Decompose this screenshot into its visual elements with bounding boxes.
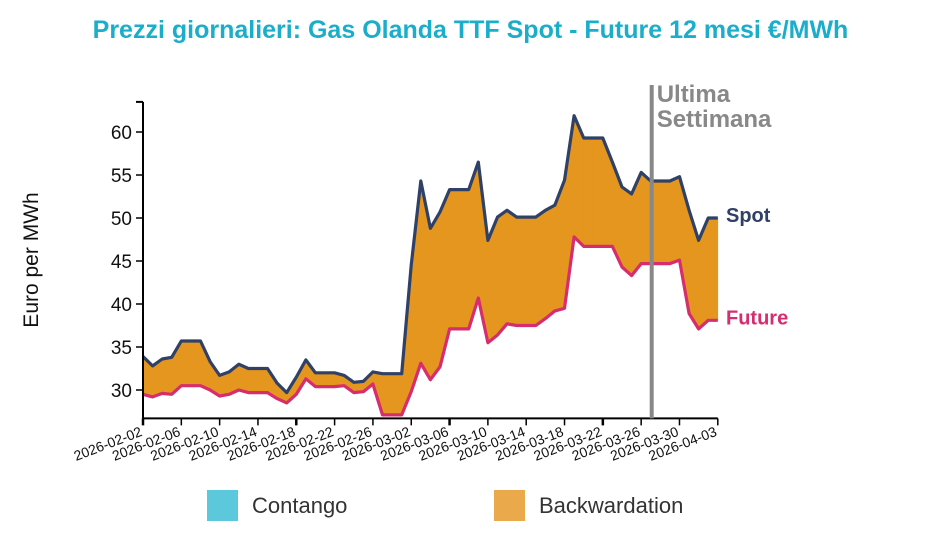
y-tick-label: 35: [111, 338, 132, 359]
backwardation-area: [161, 356, 173, 395]
backwardation-area: [545, 204, 556, 320]
last-week-label-line1: Ultima: [657, 81, 731, 108]
backwardation-area: [525, 216, 537, 326]
legend-swatch-contango: [207, 490, 238, 521]
legend-item-backwardation: Backwardation: [494, 490, 683, 521]
series-line-future: [142, 235, 718, 417]
legend-label-contango: Contango: [252, 492, 348, 518]
backwardation-area: [315, 372, 326, 387]
backwardation-area: [248, 368, 259, 393]
backwardation-area: [324, 372, 335, 387]
backwardation-area: [640, 171, 652, 264]
backwardation-area: [257, 368, 268, 393]
backwardation-area: [583, 137, 594, 247]
y-tick-label: 40: [111, 295, 132, 316]
y-tick-label: 60: [111, 123, 132, 144]
backwardation-area: [430, 210, 441, 381]
series-label-future: Future: [726, 307, 788, 329]
backwardation-area: [535, 209, 546, 327]
backwardation-area: [391, 373, 402, 416]
y-tick-label: 45: [111, 252, 132, 273]
y-axis-title: Euro per MWh: [20, 192, 43, 327]
legend-label-backwardation: Backwardation: [539, 492, 684, 518]
backwardation-area: [497, 209, 508, 336]
backwardation-area: [660, 180, 671, 264]
y-tick-label: 50: [111, 209, 132, 230]
backwardation-area: [449, 189, 460, 330]
backwardation-area: [592, 137, 604, 247]
legend-swatch-backwardation: [494, 490, 525, 521]
y-tick-label: 30: [111, 381, 132, 402]
y-tick-label: 55: [111, 166, 132, 187]
series-line-spot: [141, 114, 718, 395]
backwardation-area: [382, 373, 393, 416]
backwardation-area: [669, 176, 680, 265]
backwardation-area: [190, 340, 201, 387]
backwardation-area: [621, 186, 632, 277]
backwardation-area: [516, 216, 527, 326]
series-label-spot: Spot: [726, 205, 771, 227]
backwardation-area: [707, 217, 719, 321]
last-week-label-line2: Settimana: [657, 106, 772, 133]
legend-item-contango: Contango: [207, 490, 347, 521]
chart-title: Prezzi giornalieri: Gas Olanda TTF Spot …: [92, 16, 849, 44]
backwardation-area: [458, 189, 470, 330]
backwardation-area: [506, 209, 517, 326]
backwardation-area: [181, 340, 192, 387]
